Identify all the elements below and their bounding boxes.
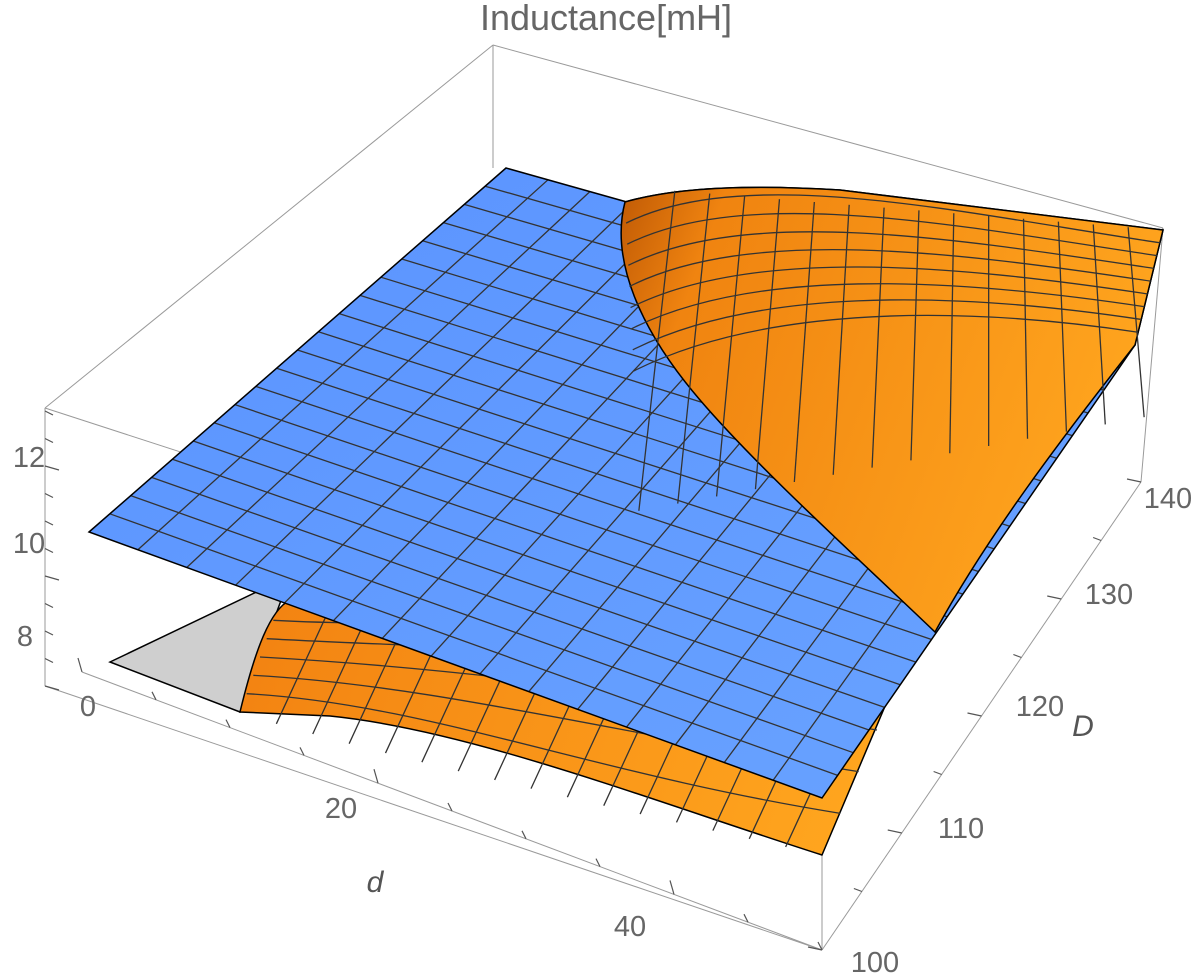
y-axis-tick bbox=[1047, 595, 1062, 600]
orange-top-mesh-line bbox=[638, 190, 676, 511]
y-tick-label: 130 bbox=[1085, 579, 1133, 611]
y-tick-labels: 100 110 120 130 140 bbox=[851, 483, 1192, 979]
x-axis-tick bbox=[521, 830, 527, 840]
orange-top-mesh-line bbox=[630, 266, 1148, 309]
orange-top-mesh-line bbox=[715, 196, 746, 497]
blue-mesh-line bbox=[234, 403, 932, 641]
orange-front-mesh-line bbox=[246, 693, 841, 814]
orange-top-mesh-line bbox=[1057, 221, 1068, 432]
orange-top-mesh-line bbox=[1127, 227, 1145, 418]
orange-top-mesh-line bbox=[910, 210, 920, 461]
z-axis-tick bbox=[44, 520, 54, 526]
y-tick-label: 120 bbox=[1016, 691, 1064, 723]
z-axis-tick bbox=[44, 437, 54, 444]
x-axis-tick bbox=[373, 769, 379, 784]
orange-top-mesh-line bbox=[633, 314, 1139, 372]
x-axis-tick bbox=[77, 657, 83, 673]
chart-title: Inductance[mH] bbox=[480, 0, 732, 38]
blue-mesh-line bbox=[130, 494, 854, 754]
blue-mesh-line bbox=[109, 513, 838, 776]
x-axis-tick bbox=[595, 858, 601, 867]
orange-top-mesh bbox=[625, 190, 1160, 511]
orange-top-mesh-line bbox=[1092, 224, 1106, 425]
z-axis-tick bbox=[44, 465, 60, 471]
orange-top-mesh-line bbox=[793, 201, 815, 483]
orange-top-mesh-line bbox=[949, 213, 955, 454]
x-tick-labels: 0 20 40 bbox=[80, 691, 646, 943]
x-axis-tick bbox=[743, 913, 749, 923]
y-axis-tick bbox=[1092, 536, 1102, 542]
x-axis-tick bbox=[225, 719, 231, 728]
orange-top-mesh-line bbox=[832, 204, 850, 475]
y-axis-tick bbox=[1126, 478, 1142, 483]
orange-top-mesh-line bbox=[677, 193, 711, 504]
orange-surface-above-plane bbox=[620, 186, 1164, 634]
x-tick-label: 20 bbox=[325, 793, 357, 825]
z-axis-tick bbox=[44, 547, 54, 554]
x-axis-tick bbox=[817, 941, 823, 951]
y-tick-label: 140 bbox=[1144, 483, 1192, 515]
z-axis-tick bbox=[44, 492, 54, 499]
orange-top-mesh-line bbox=[625, 194, 1160, 244]
z-axis-tick bbox=[44, 602, 54, 609]
z-axis-tick bbox=[44, 575, 60, 581]
z-tick-label: 10 bbox=[13, 528, 45, 560]
z-axis-tick bbox=[44, 630, 54, 636]
orange-top-mesh-line bbox=[632, 299, 1142, 351]
blue-mesh-line bbox=[276, 367, 964, 595]
blue-mesh-line bbox=[151, 476, 870, 731]
y-tick-label: 110 bbox=[938, 813, 984, 845]
y-axis-tick bbox=[887, 829, 902, 834]
z-tick-label: 12 bbox=[13, 442, 45, 474]
orange-top-mesh-line bbox=[1022, 218, 1029, 439]
z-tick-label: 8 bbox=[17, 621, 33, 653]
y-axis-tick bbox=[853, 887, 863, 893]
x-axis-tick bbox=[669, 880, 675, 895]
blue-mesh-line bbox=[255, 385, 948, 618]
z-axis-tick bbox=[44, 410, 54, 416]
blue-mesh-line bbox=[193, 440, 901, 686]
y-axis-tick bbox=[967, 712, 982, 717]
y-axis-tick bbox=[807, 946, 823, 951]
orange-top-mesh-line bbox=[626, 212, 1157, 257]
x-tick-label: 40 bbox=[614, 911, 646, 943]
z-axis-tick bbox=[44, 685, 60, 691]
y-axis-tick bbox=[933, 770, 942, 776]
y-axis-label: D bbox=[1072, 710, 1094, 743]
orange-top-mesh-line bbox=[871, 207, 885, 468]
orange-top-mesh-line bbox=[754, 199, 781, 490]
orange-top-mesh-line bbox=[629, 249, 1151, 288]
y-tick-label: 100 bbox=[851, 947, 899, 979]
blue-mesh-line bbox=[172, 458, 885, 709]
z-axis-tick bbox=[44, 657, 54, 664]
x-axis-label: d bbox=[367, 866, 385, 899]
blue-mesh-line bbox=[213, 422, 917, 663]
z-tick-labels: 8 10 12 bbox=[13, 442, 45, 653]
x-tick-label: 0 bbox=[80, 691, 96, 723]
y-axis-tick bbox=[1013, 653, 1022, 659]
x-axis-tick bbox=[299, 747, 305, 756]
orange-top-mesh-line bbox=[628, 231, 1154, 269]
axis-ticks bbox=[44, 410, 1142, 951]
x-axis-tick bbox=[151, 691, 157, 701]
x-axis-tick bbox=[447, 802, 453, 812]
